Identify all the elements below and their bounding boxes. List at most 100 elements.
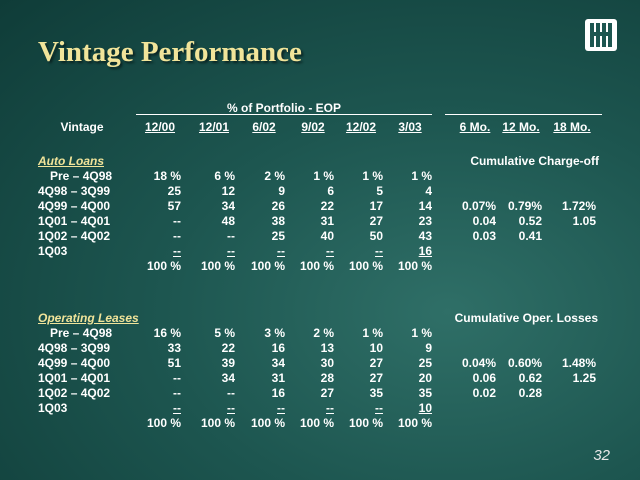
table-cell: --: [173, 244, 181, 258]
table-cell: 16: [271, 341, 285, 355]
total-cell: 100 %: [146, 259, 181, 273]
table-cell: --: [326, 244, 334, 258]
table-cell: 12: [221, 184, 235, 198]
table-cell: --: [277, 401, 285, 415]
months-cell: 0.52: [518, 214, 542, 228]
period-column-header: 12/00: [144, 120, 176, 134]
table-cell: 26: [271, 199, 285, 213]
table-cell: 1 %: [362, 169, 383, 183]
table-cell: 35: [418, 386, 432, 400]
table-cell: 31: [271, 371, 285, 385]
total-cell: 100 %: [200, 416, 235, 430]
table-cell: 40: [320, 229, 334, 243]
months-cell: 0.06: [472, 371, 496, 385]
portfolio-group-rule: [136, 114, 432, 115]
table-cell: 5: [376, 184, 383, 198]
table-cell: 33: [167, 341, 181, 355]
table-cell: 9: [425, 341, 432, 355]
section-label: Auto Loans: [38, 154, 104, 168]
months-group-rule: [445, 114, 602, 115]
table-cell: 16 %: [153, 326, 181, 340]
months-cell: 0.28: [518, 386, 542, 400]
months-column-header: 18 Mo.: [553, 120, 591, 134]
total-cell: 100 %: [200, 259, 235, 273]
table-cell: --: [326, 401, 334, 415]
months-cell: 0.62: [518, 371, 542, 385]
table-cell: --: [375, 401, 383, 415]
table-cell: --: [227, 386, 235, 400]
table-cell: 3 %: [264, 326, 285, 340]
table-cell: 27: [369, 356, 383, 370]
table-cell: 31: [320, 214, 334, 228]
months-cell: 0.79%: [507, 199, 542, 213]
table-cell: 30: [320, 356, 334, 370]
section-metric-label: Cumulative Charge-off: [470, 154, 599, 168]
table-cell: 51: [167, 356, 181, 370]
table-cell: 28: [320, 371, 334, 385]
table-cell: 38: [271, 214, 285, 228]
table-cell: 16: [418, 244, 432, 258]
slide-title: Vintage Performance: [38, 36, 302, 68]
table-cell: 13: [320, 341, 334, 355]
total-cell: 100 %: [250, 259, 285, 273]
vintage-row-label: 4Q99 – 4Q00: [38, 356, 111, 370]
table-cell: 1 %: [411, 169, 432, 183]
table-cell: --: [173, 371, 181, 385]
vintage-row-label: Pre – 4Q98: [50, 169, 113, 183]
months-cell: 1.05: [572, 214, 596, 228]
table-cell: 22: [320, 199, 334, 213]
table-cell: 27: [369, 371, 383, 385]
table-cell: 9: [278, 184, 285, 198]
months-column-header: 6 Mo.: [459, 120, 491, 134]
page-number: 32: [593, 447, 610, 464]
table-cell: 23: [418, 214, 432, 228]
total-cell: 100 %: [397, 259, 432, 273]
table-cell: 14: [418, 199, 432, 213]
table-cell: 4: [425, 184, 432, 198]
vintage-column-header: Vintage: [60, 120, 104, 134]
vintage-row-label: 4Q98 – 3Q99: [38, 184, 111, 198]
vintage-row-label: 1Q01 – 4Q01: [38, 214, 111, 228]
vintage-row-label: 1Q03: [38, 244, 68, 258]
table-cell: 17: [369, 199, 383, 213]
section-metric-label: Cumulative Oper. Losses: [454, 311, 598, 325]
table-cell: 39: [221, 356, 235, 370]
period-column-header: 12/01: [198, 120, 230, 134]
months-cell: 0.60%: [507, 356, 542, 370]
table-cell: 22: [221, 341, 235, 355]
table-cell: 10: [418, 401, 432, 415]
table-cell: 6 %: [214, 169, 235, 183]
section-label: Operating Leases: [38, 311, 139, 325]
months-column-header: 12 Mo.: [502, 120, 540, 134]
months-cell: 0.04: [472, 214, 496, 228]
months-cell: 0.02: [472, 386, 496, 400]
months-cell: 0.03: [472, 229, 496, 243]
table-cell: 43: [418, 229, 432, 243]
table-cell: 48: [221, 214, 235, 228]
table-cell: --: [227, 401, 235, 415]
vintage-row-label: 1Q03: [38, 401, 68, 415]
portfolio-group-header: % of Portfolio - EOP: [227, 101, 341, 115]
vintage-row-label: 4Q99 – 4Q00: [38, 199, 111, 213]
table-cell: 34: [221, 199, 235, 213]
table-cell: --: [227, 229, 235, 243]
table-cell: 34: [221, 371, 235, 385]
total-cell: 100 %: [348, 259, 383, 273]
table-cell: --: [227, 244, 235, 258]
period-column-header: 3/03: [398, 120, 422, 134]
table-cell: 25: [418, 356, 432, 370]
months-cell: 0.41: [518, 229, 542, 243]
total-cell: 100 %: [299, 259, 334, 273]
vintage-row-label: 1Q02 – 4Q02: [38, 386, 111, 400]
table-cell: 35: [369, 386, 383, 400]
months-cell: 1.25: [572, 371, 596, 385]
table-cell: 20: [418, 371, 432, 385]
vintage-row-label: Pre – 4Q98: [50, 326, 113, 340]
table-cell: 18 %: [153, 169, 181, 183]
table-cell: 16: [271, 386, 285, 400]
total-cell: 100 %: [250, 416, 285, 430]
total-cell: 100 %: [146, 416, 181, 430]
table-cell: --: [173, 214, 181, 228]
months-cell: 0.04%: [461, 356, 496, 370]
table-cell: 34: [271, 356, 285, 370]
